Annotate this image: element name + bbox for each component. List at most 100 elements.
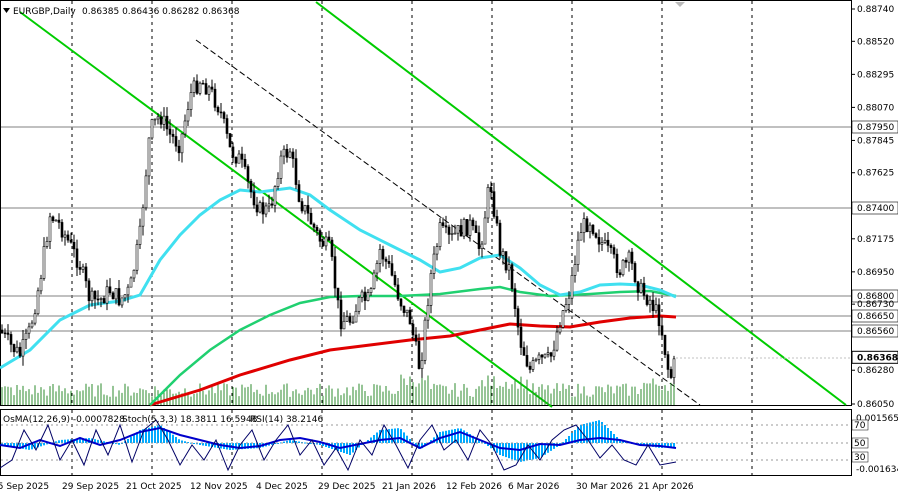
candle-body xyxy=(432,253,436,274)
candle-body xyxy=(93,290,97,300)
candle-body xyxy=(450,233,454,235)
candle-body xyxy=(441,222,445,226)
trend-line-thin xyxy=(195,39,701,406)
price-label: 0.86950 xyxy=(857,268,894,278)
candle-body xyxy=(255,204,259,213)
candle-body xyxy=(267,203,271,207)
candle-body xyxy=(165,115,169,130)
candle-body xyxy=(279,155,283,179)
candle-body xyxy=(474,225,478,233)
osma-bar xyxy=(100,440,102,443)
candle-body xyxy=(558,327,562,333)
indicator-header: OsMA(12,26,9) -0.0007828 Stoch(5,3,3) 18… xyxy=(3,415,323,425)
current-price-label: 0.86368 xyxy=(857,353,898,363)
price-candles xyxy=(0,74,676,385)
candle-body xyxy=(531,360,535,370)
osma-bar xyxy=(31,443,33,450)
candle-body xyxy=(582,218,586,234)
osma-bar xyxy=(28,443,30,450)
indicator-axis: 0.0015651 -0.001634 70 50 30 xyxy=(851,414,898,475)
candle-body xyxy=(186,109,190,122)
candle-body xyxy=(564,304,568,311)
osma-bar xyxy=(415,443,417,446)
candle-body xyxy=(414,334,418,342)
candle-body xyxy=(504,251,508,271)
candle-body xyxy=(138,225,142,245)
osma-bar xyxy=(235,443,237,450)
candle-body xyxy=(660,325,664,336)
candle-body xyxy=(615,253,619,274)
indicator-top-value: 0.0015651 xyxy=(856,414,898,424)
osma-bar xyxy=(274,443,276,444)
candle-body xyxy=(381,248,385,260)
osma-bar xyxy=(304,442,306,444)
price-label: 0.86050 xyxy=(857,400,894,410)
candle-body xyxy=(195,80,199,94)
candle-body xyxy=(627,251,631,263)
candle-body xyxy=(237,153,241,164)
osma-bar xyxy=(379,430,381,443)
candle-body xyxy=(12,344,16,353)
osma-bar xyxy=(40,443,42,447)
osma-bar xyxy=(514,443,516,461)
candle-body xyxy=(339,299,343,330)
osma-bar xyxy=(460,428,462,443)
candle-body xyxy=(411,323,415,336)
candle-body xyxy=(576,239,580,265)
osma-bar xyxy=(544,443,546,455)
candle-body xyxy=(102,298,106,304)
osma-bar xyxy=(79,438,81,443)
level-price-label: 0.86560 xyxy=(857,327,894,337)
candle-body xyxy=(369,288,373,293)
candle-body xyxy=(345,316,349,322)
osma-bar xyxy=(124,441,126,443)
candle-body xyxy=(249,180,253,193)
osma-bar xyxy=(148,427,150,443)
candle-body xyxy=(507,264,511,271)
current-price-box xyxy=(851,350,898,364)
candle-body xyxy=(126,286,130,296)
candle-body xyxy=(294,158,298,185)
symbol-timeframe: EURGBP,Daily xyxy=(13,7,76,17)
candle-body xyxy=(429,273,433,306)
price-label: 0.87845 xyxy=(857,136,894,146)
candle-body xyxy=(351,321,355,324)
osma-bar xyxy=(493,443,495,451)
osma-bar xyxy=(316,443,318,445)
ma-fast-line xyxy=(0,186,677,370)
candle-body xyxy=(519,326,523,348)
candle-body xyxy=(483,217,487,245)
price-label: 0.88295 xyxy=(857,70,894,80)
price-label: 0.86730 xyxy=(857,300,894,310)
candle-body xyxy=(87,280,91,302)
candle-body xyxy=(561,310,565,328)
osma-bar xyxy=(505,443,507,458)
osma-bar xyxy=(577,427,579,443)
candle-body xyxy=(72,241,76,250)
osma-bar xyxy=(580,424,582,443)
osma-bar xyxy=(127,439,129,443)
osma-bar xyxy=(157,425,159,443)
osma-bar xyxy=(58,440,60,443)
osma-bar xyxy=(604,425,606,443)
candle-body xyxy=(591,224,595,234)
vertical-grid xyxy=(71,1,753,475)
candle-body xyxy=(573,264,577,276)
candle-body xyxy=(435,246,439,255)
candle-body xyxy=(297,184,301,202)
candle-body xyxy=(174,136,178,147)
osma-bar xyxy=(55,441,57,443)
candle-body xyxy=(567,297,571,305)
osma-bar xyxy=(133,434,135,443)
candle-body xyxy=(261,202,265,215)
candle-body xyxy=(144,175,148,209)
osma-bar xyxy=(169,432,171,443)
candle-body xyxy=(423,319,427,361)
candle-body xyxy=(348,316,352,323)
time-label: 12 Nov 2025 xyxy=(190,482,248,492)
triangle-down-icon[interactable] xyxy=(3,8,10,13)
osma-bar xyxy=(193,443,195,444)
osma-bar xyxy=(520,443,522,462)
